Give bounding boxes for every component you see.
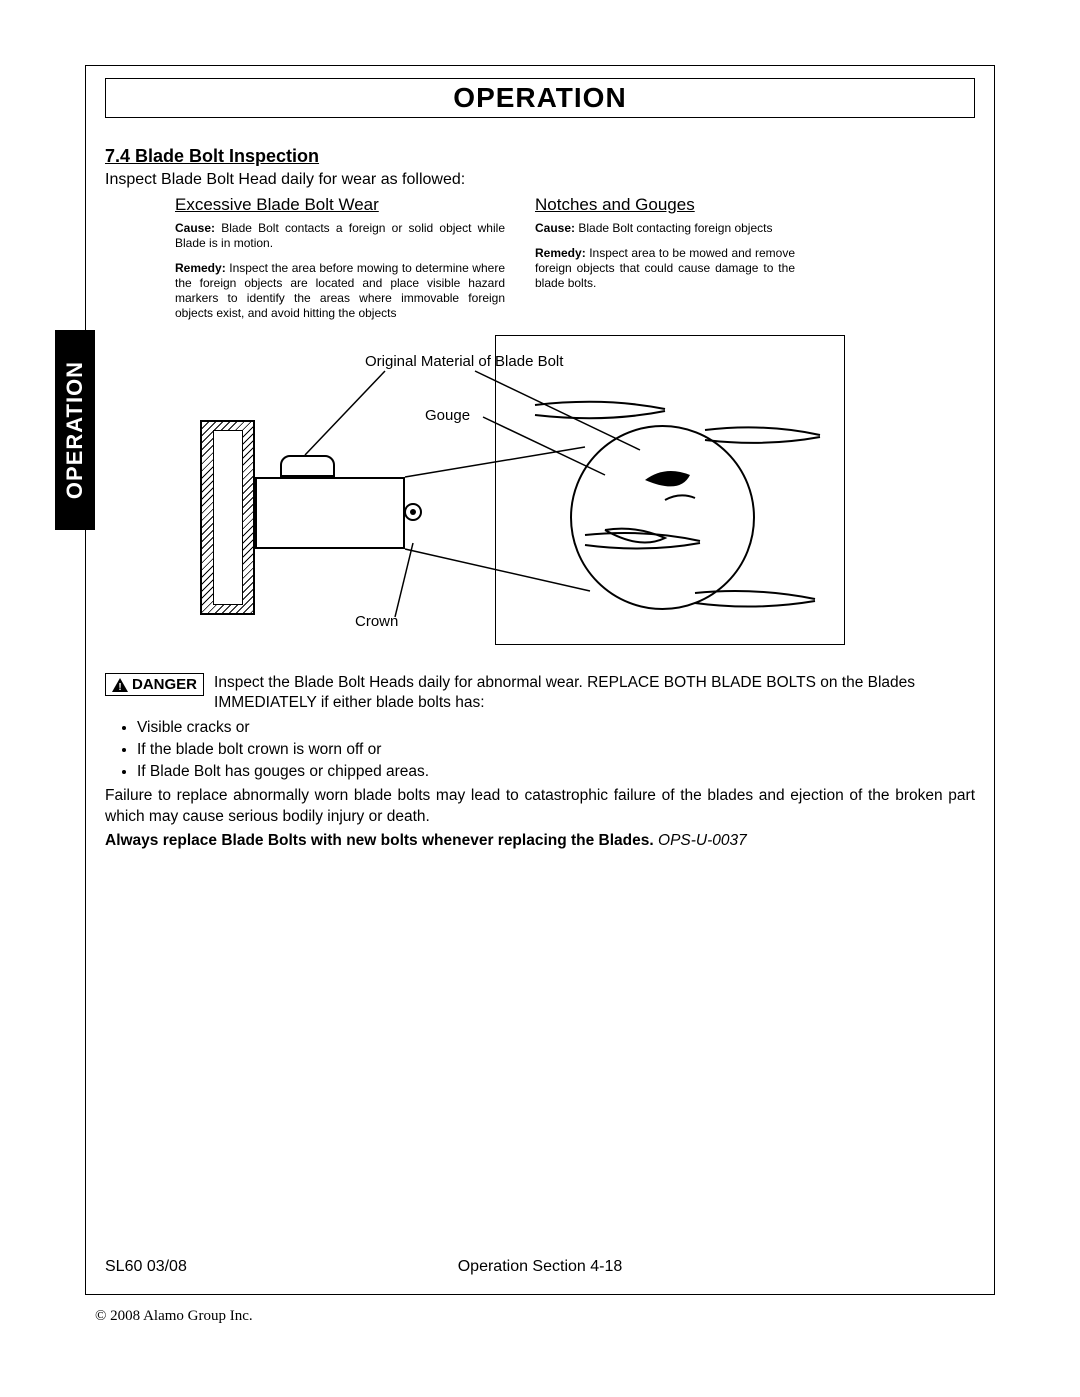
copyright: © 2008 Alamo Group Inc.: [95, 1308, 253, 1325]
always-replace-line: Always replace Blade Bolts with new bolt…: [105, 832, 975, 850]
cause-text: Blade Bolt contacting foreign objects: [575, 221, 772, 235]
col-notches-gouges: Notches and Gouges Cause: Blade Bolt con…: [535, 195, 795, 331]
danger-badge: ! DANGER: [105, 673, 204, 696]
bolt-body: [255, 477, 405, 549]
label-material: Original Material of Blade Bolt: [365, 353, 563, 370]
bolt-head: [280, 455, 335, 477]
side-tab-label: OPERATION: [62, 361, 88, 499]
right-remedy: Remedy: Inspect area to be mowed and rem…: [535, 246, 795, 291]
always-bold: Always replace Blade Bolts with new bolt…: [105, 832, 654, 849]
label-crown: Crown: [355, 613, 398, 630]
left-cause: Cause: Blade Bolt contacts a foreign or …: [175, 221, 505, 251]
col-excessive-wear: Excessive Blade Bolt Wear Cause: Blade B…: [175, 195, 505, 331]
list-item: Visible cracks or: [137, 717, 975, 739]
sub-heading-left: Excessive Blade Bolt Wear: [175, 195, 505, 215]
bolt-center-dot: [410, 509, 416, 515]
failure-paragraph: Failure to replace abnormally worn blade…: [105, 786, 975, 828]
cause-label: Cause:: [175, 221, 215, 235]
remedy-label: Remedy:: [535, 246, 586, 260]
two-column-causes: Excessive Blade Bolt Wear Cause: Blade B…: [175, 195, 975, 331]
danger-label: DANGER: [132, 676, 197, 693]
bullet-list: Visible cracks or If the blade bolt crow…: [137, 717, 975, 782]
intro-line: Inspect Blade Bolt Head daily for wear a…: [105, 171, 975, 189]
section-heading: 7.4 Blade Bolt Inspection: [105, 146, 975, 167]
danger-row: ! DANGER Inspect the Blade Bolt Heads da…: [105, 673, 975, 713]
remedy-label: Remedy:: [175, 261, 226, 275]
right-cause: Cause: Blade Bolt contacting foreign obj…: [535, 221, 795, 236]
zoom-circle: [570, 425, 755, 610]
cause-label: Cause:: [535, 221, 575, 235]
diagram: Original Material of Blade Bolt Gouge Cr…: [105, 335, 975, 665]
side-tab: OPERATION: [55, 330, 95, 530]
list-item: If Blade Bolt has gouges or chipped area…: [137, 761, 975, 783]
always-code: OPS-U-0037: [654, 832, 747, 849]
content-region: 7.4 Blade Bolt Inspection Inspect Blade …: [105, 140, 975, 852]
list-item: If the blade bolt crown is worn off or: [137, 739, 975, 761]
hub-inner: [213, 430, 243, 605]
cause-text: Blade Bolt contacts a foreign or solid o…: [175, 221, 505, 250]
sub-heading-right: Notches and Gouges: [535, 195, 795, 215]
label-gouge: Gouge: [425, 407, 470, 424]
footer-center: Operation Section 4-18: [0, 1258, 1080, 1276]
danger-text: Inspect the Blade Bolt Heads daily for a…: [214, 673, 975, 713]
svg-text:!: !: [118, 682, 121, 692]
left-remedy: Remedy: Inspect the area before mowing t…: [175, 261, 505, 321]
warning-icon: !: [112, 678, 128, 692]
page-title: OPERATION: [453, 82, 626, 114]
page-title-box: OPERATION: [105, 78, 975, 118]
